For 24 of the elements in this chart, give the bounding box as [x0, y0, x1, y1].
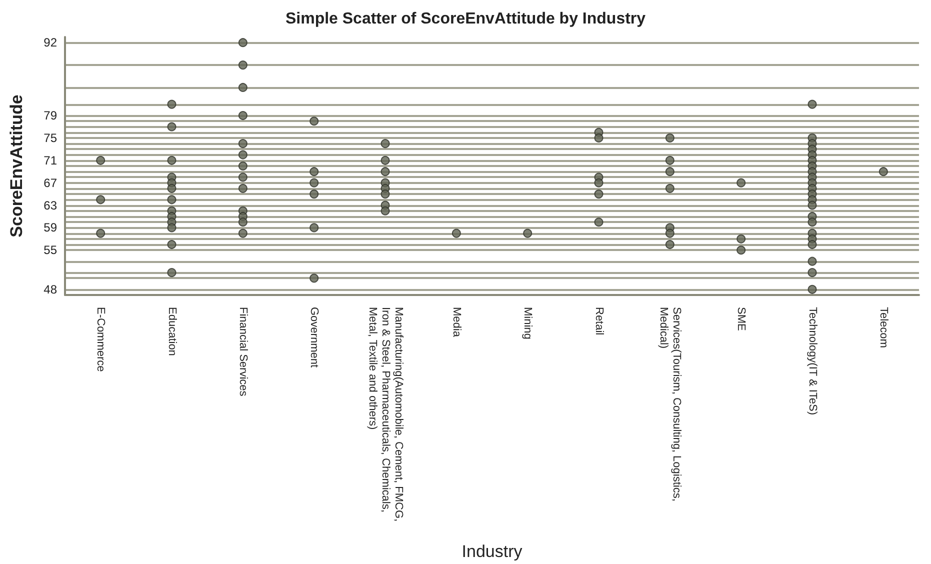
x-tick-label: E-Commerce — [94, 307, 107, 372]
y-tick-label: 92 — [44, 36, 58, 50]
y-axis-title: ScoreEnvAttitude — [7, 94, 26, 238]
x-axis-title: Industry — [462, 542, 523, 561]
y-tick-label: 79 — [44, 108, 58, 123]
x-tick-label: Manufacturing(Automobile, Cement, FMCG, Iron & Steel, Pharmaceuticals, Chemicals, Metal, Textile and others) — [366, 307, 404, 525]
y-tick-label: 75 — [44, 130, 58, 145]
y-tick-label: 59 — [44, 220, 58, 235]
x-tick-label: SME — [735, 307, 748, 331]
y-tick-label: 48 — [44, 282, 58, 296]
chart-title: Simple Scatter of ScoreEnvAttitude by Industry — [285, 10, 646, 28]
x-tick-label: Mining — [522, 307, 534, 340]
y-tick-label: 67 — [44, 176, 58, 190]
y-tick-label: 55 — [44, 243, 58, 258]
x-tick-label: Government — [308, 307, 320, 368]
x-tick-label: Services(Tourism, Consulting, Logistics, Medical) — [657, 307, 682, 504]
x-tick-label: Education — [166, 307, 178, 356]
y-tick-label: 71 — [44, 153, 58, 168]
x-tick-label: Telecom — [877, 307, 890, 348]
y-tick-label: 63 — [44, 198, 58, 212]
x-tick-label: Financial Services — [236, 307, 249, 397]
x-tick-label: Technology(IT & ITeS) — [806, 307, 818, 416]
x-tick-label: Retail — [592, 307, 605, 336]
x-tick-label: Media — [450, 307, 462, 338]
